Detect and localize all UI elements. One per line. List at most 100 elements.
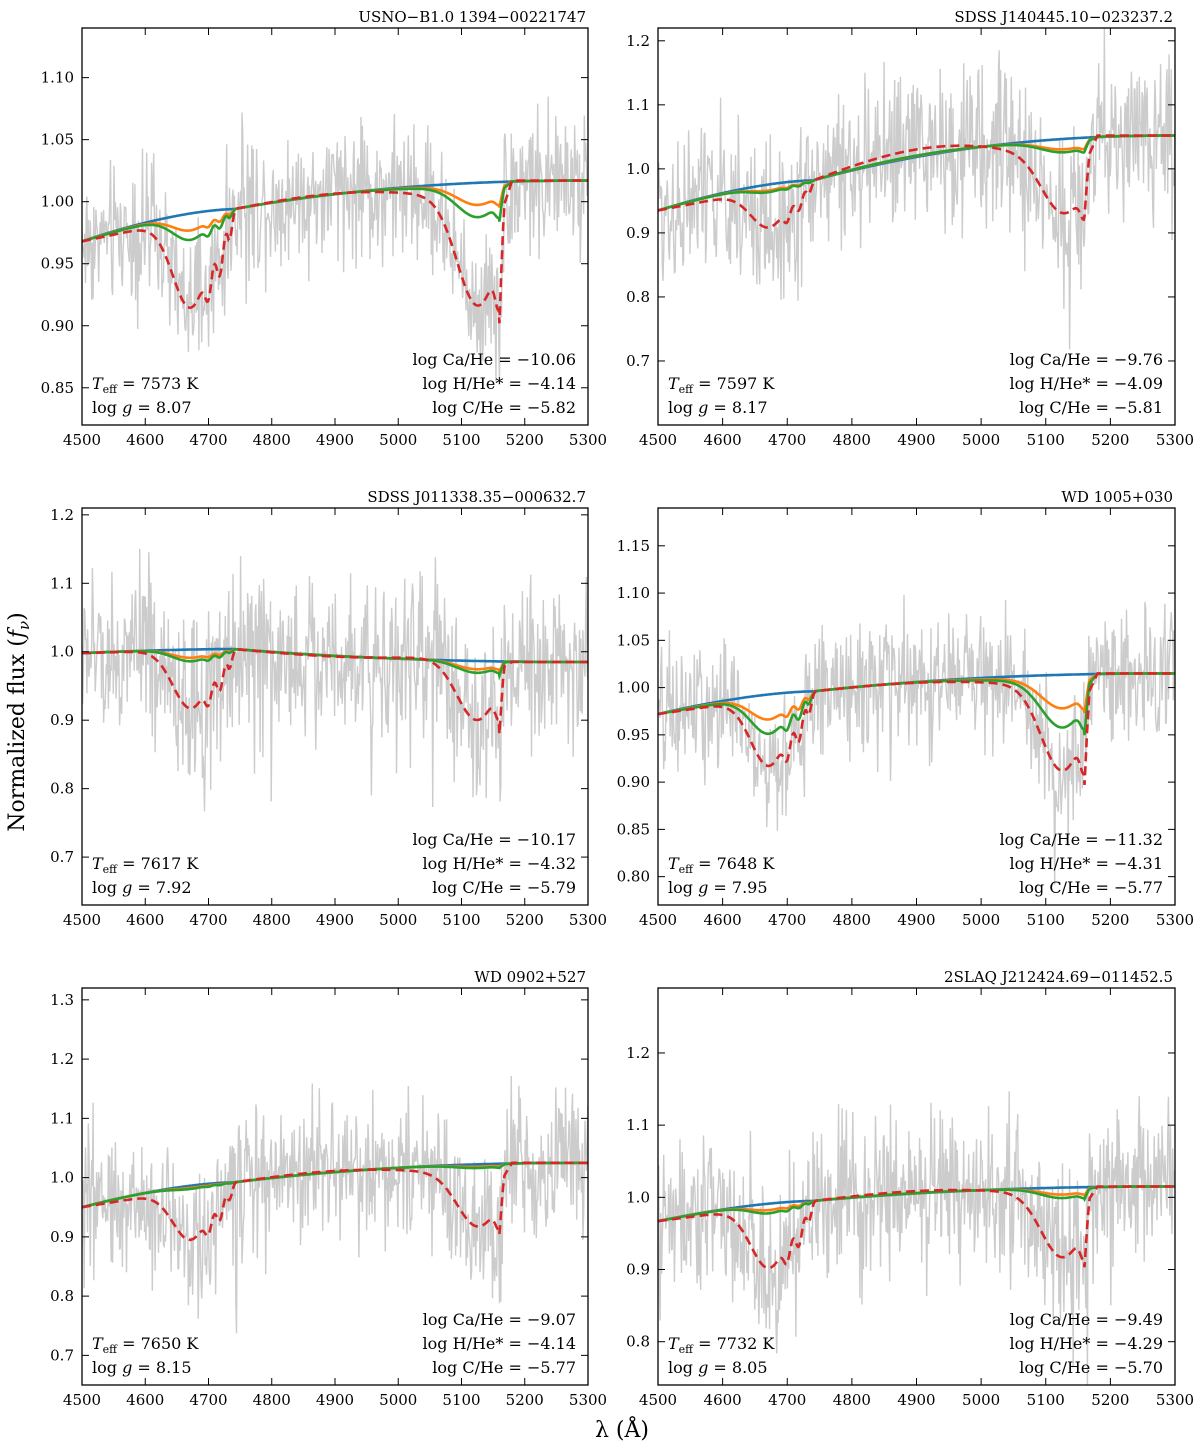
x-tick-label: 4800	[833, 431, 871, 449]
y-tick-label: 0.85	[41, 379, 74, 397]
x-tick-label: 4500	[63, 1391, 101, 1409]
y-tick-label: 1.10	[617, 584, 650, 602]
observed-spectrum-line	[658, 28, 1175, 350]
y-tick-label: 0.80	[617, 868, 650, 886]
x-tick-label: 5100	[442, 431, 480, 449]
c-abundance-label: log C/He = −5.82	[432, 398, 576, 417]
logg-label: log g = 8.17	[668, 398, 768, 417]
panel-title: WD 1005+030	[1061, 488, 1173, 506]
y-tick-label: 0.8	[50, 780, 74, 798]
teff-label: Teff = 7732 K	[668, 1334, 775, 1356]
y-axis-label: Normalized flux (fν)	[5, 612, 33, 831]
y-tick-label: 1.0	[626, 160, 650, 178]
x-tick-label: 5000	[379, 1391, 417, 1409]
x-tick-label: 4600	[126, 431, 164, 449]
x-tick-label: 4900	[316, 911, 354, 929]
x-tick-label: 4900	[316, 1391, 354, 1409]
x-tick-label: 4600	[126, 911, 164, 929]
plot-area	[82, 1075, 588, 1334]
x-tick-label: 5000	[379, 431, 417, 449]
x-tick-label: 5000	[962, 431, 1000, 449]
observed-spectrum-line	[82, 96, 588, 384]
y-tick-label: 1.3	[50, 991, 74, 1009]
high-c-model-line	[82, 1161, 588, 1242]
c-abundance-label: log C/He = −5.77	[432, 1358, 576, 1377]
plot-area	[658, 1091, 1175, 1385]
x-axis-label: λ (Å)	[595, 1415, 649, 1443]
h-abundance-label: log H/He* = −4.31	[1010, 854, 1163, 873]
x-tick-label: 5000	[962, 1391, 1000, 1409]
observed-spectrum-line	[82, 548, 588, 812]
y-axis-label-paren-open: (	[5, 638, 30, 647]
x-tick-label: 4800	[253, 1391, 291, 1409]
y-tick-label: 0.8	[50, 1287, 74, 1305]
plot-area	[82, 96, 588, 384]
logg-label: log g = 8.05	[668, 1358, 768, 1377]
y-tick-label: 1.0	[50, 643, 74, 661]
y-tick-label: 0.9	[626, 1261, 650, 1279]
logg-label: log g = 8.07	[92, 398, 192, 417]
h-abundance-label: log H/He* = −4.09	[1010, 374, 1163, 393]
y-tick-label: 1.1	[626, 96, 650, 114]
panel-title: 2SLAQ J212424.69−011452.5	[944, 968, 1173, 986]
teff-label: Teff = 7617 K	[92, 854, 199, 876]
x-tick-label: 5100	[442, 911, 480, 929]
y-axis-label-paren-close: )	[5, 612, 30, 621]
x-tick-label: 4800	[253, 911, 291, 929]
panel-title: SDSS J140445.10−023237.2	[954, 8, 1173, 26]
panel-1: 4500 4600 4700 4800 4900 5000 5100 5200 5300 0.85…	[41, 8, 608, 449]
x-tick-label: 4500	[639, 911, 677, 929]
c-abundance-label: log C/He = −5.70	[1019, 1358, 1163, 1377]
y-tick-label: 1.2	[626, 1044, 650, 1062]
x-tick-label: 5000	[379, 911, 417, 929]
x-tick-label: 4700	[768, 431, 806, 449]
y-tick-label: 0.9	[626, 224, 650, 242]
y-tick-label: 1.10	[41, 69, 74, 87]
x-tick-label: 4500	[63, 431, 101, 449]
plot-area	[82, 548, 588, 812]
x-tick-label: 5300	[1156, 911, 1194, 929]
x-tick-label: 5300	[1156, 1391, 1194, 1409]
x-tick-label: 4700	[189, 1391, 227, 1409]
panel-title: WD 0902+527	[474, 968, 586, 986]
logg-label: log g = 7.95	[668, 878, 768, 897]
c-abundance-label: log C/He = −5.79	[432, 878, 576, 897]
teff-label: Teff = 7650 K	[92, 1334, 199, 1356]
best-fit-model-line	[82, 648, 588, 681]
x-tick-label: 5200	[1091, 911, 1129, 929]
x-tick-label: 4700	[768, 1391, 806, 1409]
panel-title: USNO−B1.0 1394−00221747	[358, 8, 586, 26]
y-tick-label: 0.7	[626, 352, 650, 370]
ca-abundance-label: log Ca/He = −9.49	[1010, 1310, 1163, 1329]
h-abundance-label: log H/He* = −4.14	[423, 374, 576, 393]
y-tick-label: 0.9	[50, 1228, 74, 1246]
y-tick-label: 1.2	[50, 1050, 74, 1068]
x-tick-label: 4600	[126, 1391, 164, 1409]
panel-4: 4500 4600 4700 4800 4900 5000 5100 5200 5300 0.80…	[617, 488, 1195, 929]
x-tick-label: 4500	[639, 1391, 677, 1409]
x-tick-label: 5100	[1027, 911, 1065, 929]
y-tick-label: 1.15	[617, 537, 650, 555]
logg-label: log g = 8.15	[92, 1358, 192, 1377]
ca-abundance-label: log Ca/He = −9.07	[423, 1310, 576, 1329]
panel-6: 4500 4600 4700 4800 4900 5000 5100 5200 5300 0.8 0…	[626, 968, 1194, 1409]
x-tick-label: 4900	[316, 431, 354, 449]
panel-3: 4500 4600 4700 4800 4900 5000 5100 5200 5300 0.7 0…	[50, 488, 607, 929]
y-tick-label: 1.1	[626, 1116, 650, 1134]
c-abundance-label: log C/He = −5.77	[1019, 878, 1163, 897]
y-tick-label: 1.05	[41, 131, 74, 149]
ca-abundance-label: log Ca/He = −10.06	[413, 350, 576, 369]
x-tick-label: 4600	[704, 431, 742, 449]
x-tick-label: 4700	[768, 911, 806, 929]
x-tick-label: 5300	[569, 431, 607, 449]
panel-5: 4500 4600 4700 4800 4900 5000 5100 5200 5300 0.7 0…	[50, 968, 607, 1409]
teff-label: Teff = 7573 K	[92, 374, 199, 396]
panel-2: 4500 4600 4700 4800 4900 5000 5100 5200 5300 0.7 0…	[626, 8, 1194, 449]
x-tick-label: 5200	[506, 431, 544, 449]
best-fit-model-line	[658, 1185, 1175, 1223]
y-tick-label: 0.7	[50, 848, 74, 866]
x-tick-label: 4600	[704, 911, 742, 929]
y-tick-label: 1.0	[626, 1188, 650, 1206]
x-tick-label: 4500	[639, 431, 677, 449]
